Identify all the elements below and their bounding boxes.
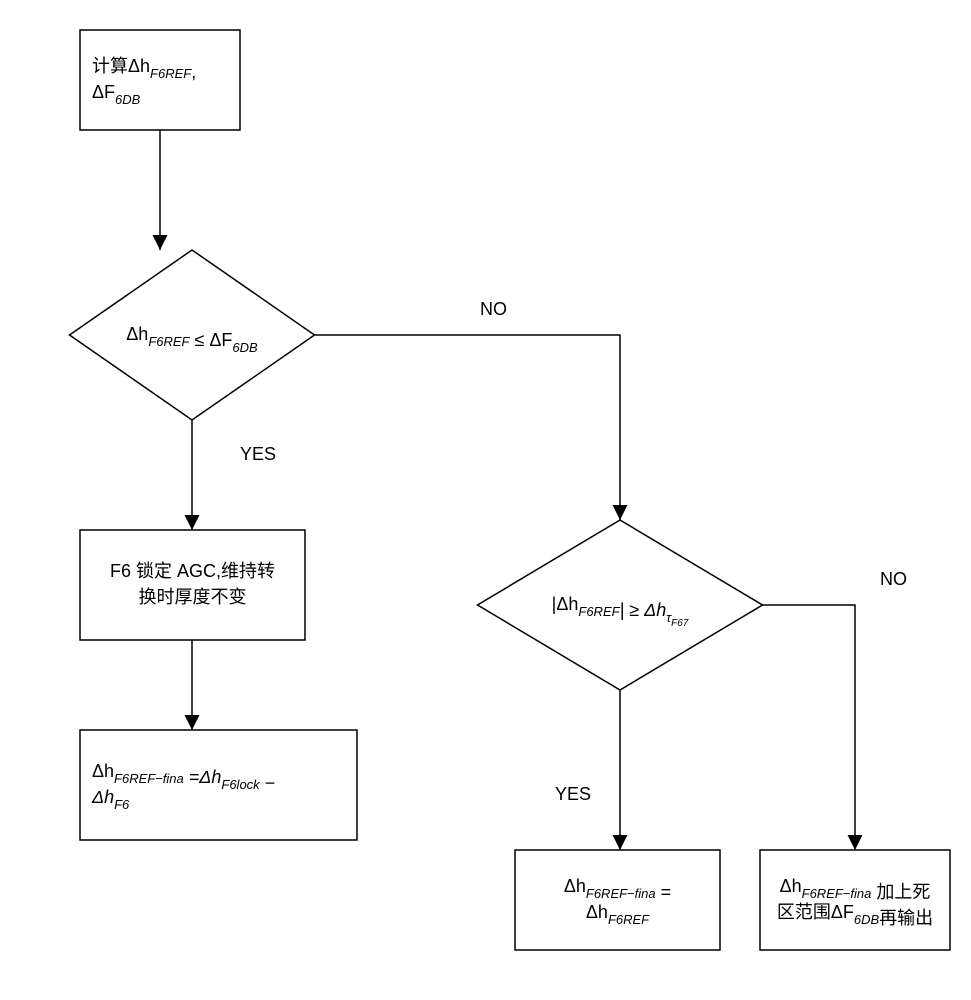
edge-5 xyxy=(762,605,855,850)
edge-label-3: NO xyxy=(480,299,507,319)
svg-text:ΔhF6REF: ΔhF6REF xyxy=(586,902,650,927)
svg-text:计算ΔhF6REF,: 计算ΔhF6REF, xyxy=(92,56,196,82)
node-n4: ΔhF6REF−fina =ΔhF6lock −ΔhF6 xyxy=(80,730,357,840)
svg-text:ΔhF6REF−fina =ΔhF6lock −: ΔhF6REF−fina =ΔhF6lock − xyxy=(92,761,275,793)
svg-text:ΔhF6REF ≤ ΔF6DB: ΔhF6REF ≤ ΔF6DB xyxy=(126,324,258,355)
node-n2: ΔhF6REF ≤ ΔF6DB xyxy=(70,250,315,420)
svg-text:ΔhF6REF−fina 加上死: ΔhF6REF−fina 加上死 xyxy=(780,876,931,902)
node-n1: 计算ΔhF6REF,ΔF6DB xyxy=(80,30,240,130)
svg-text:ΔhF6: ΔhF6 xyxy=(91,787,130,812)
svg-text:换时厚度不变: 换时厚度不变 xyxy=(139,587,247,607)
svg-text:ΔF6DB: ΔF6DB xyxy=(92,82,141,107)
edge-label-5: NO xyxy=(880,569,907,589)
node-n7: ΔhF6REF−fina 加上死区范围ΔF6DB再输出 xyxy=(760,850,950,950)
svg-text:F6 锁定 AGC,维持转: F6 锁定 AGC,维持转 xyxy=(110,561,275,581)
svg-text:|ΔhF6REF| ≥ ΔhτF67: |ΔhF6REF| ≥ ΔhτF67 xyxy=(552,594,689,629)
node-n6: ΔhF6REF−fina =ΔhF6REF xyxy=(515,850,720,950)
edge-3 xyxy=(315,335,620,520)
svg-text:ΔhF6REF−fina =: ΔhF6REF−fina = xyxy=(564,876,671,902)
svg-text:区范围ΔF6DB再输出: 区范围ΔF6DB再输出 xyxy=(777,902,933,928)
node-n5: |ΔhF6REF| ≥ ΔhτF67 xyxy=(478,520,763,690)
node-n3: F6 锁定 AGC,维持转换时厚度不变 xyxy=(80,530,305,640)
edge-label-1: YES xyxy=(240,444,276,464)
edge-label-4: YES xyxy=(555,784,591,804)
